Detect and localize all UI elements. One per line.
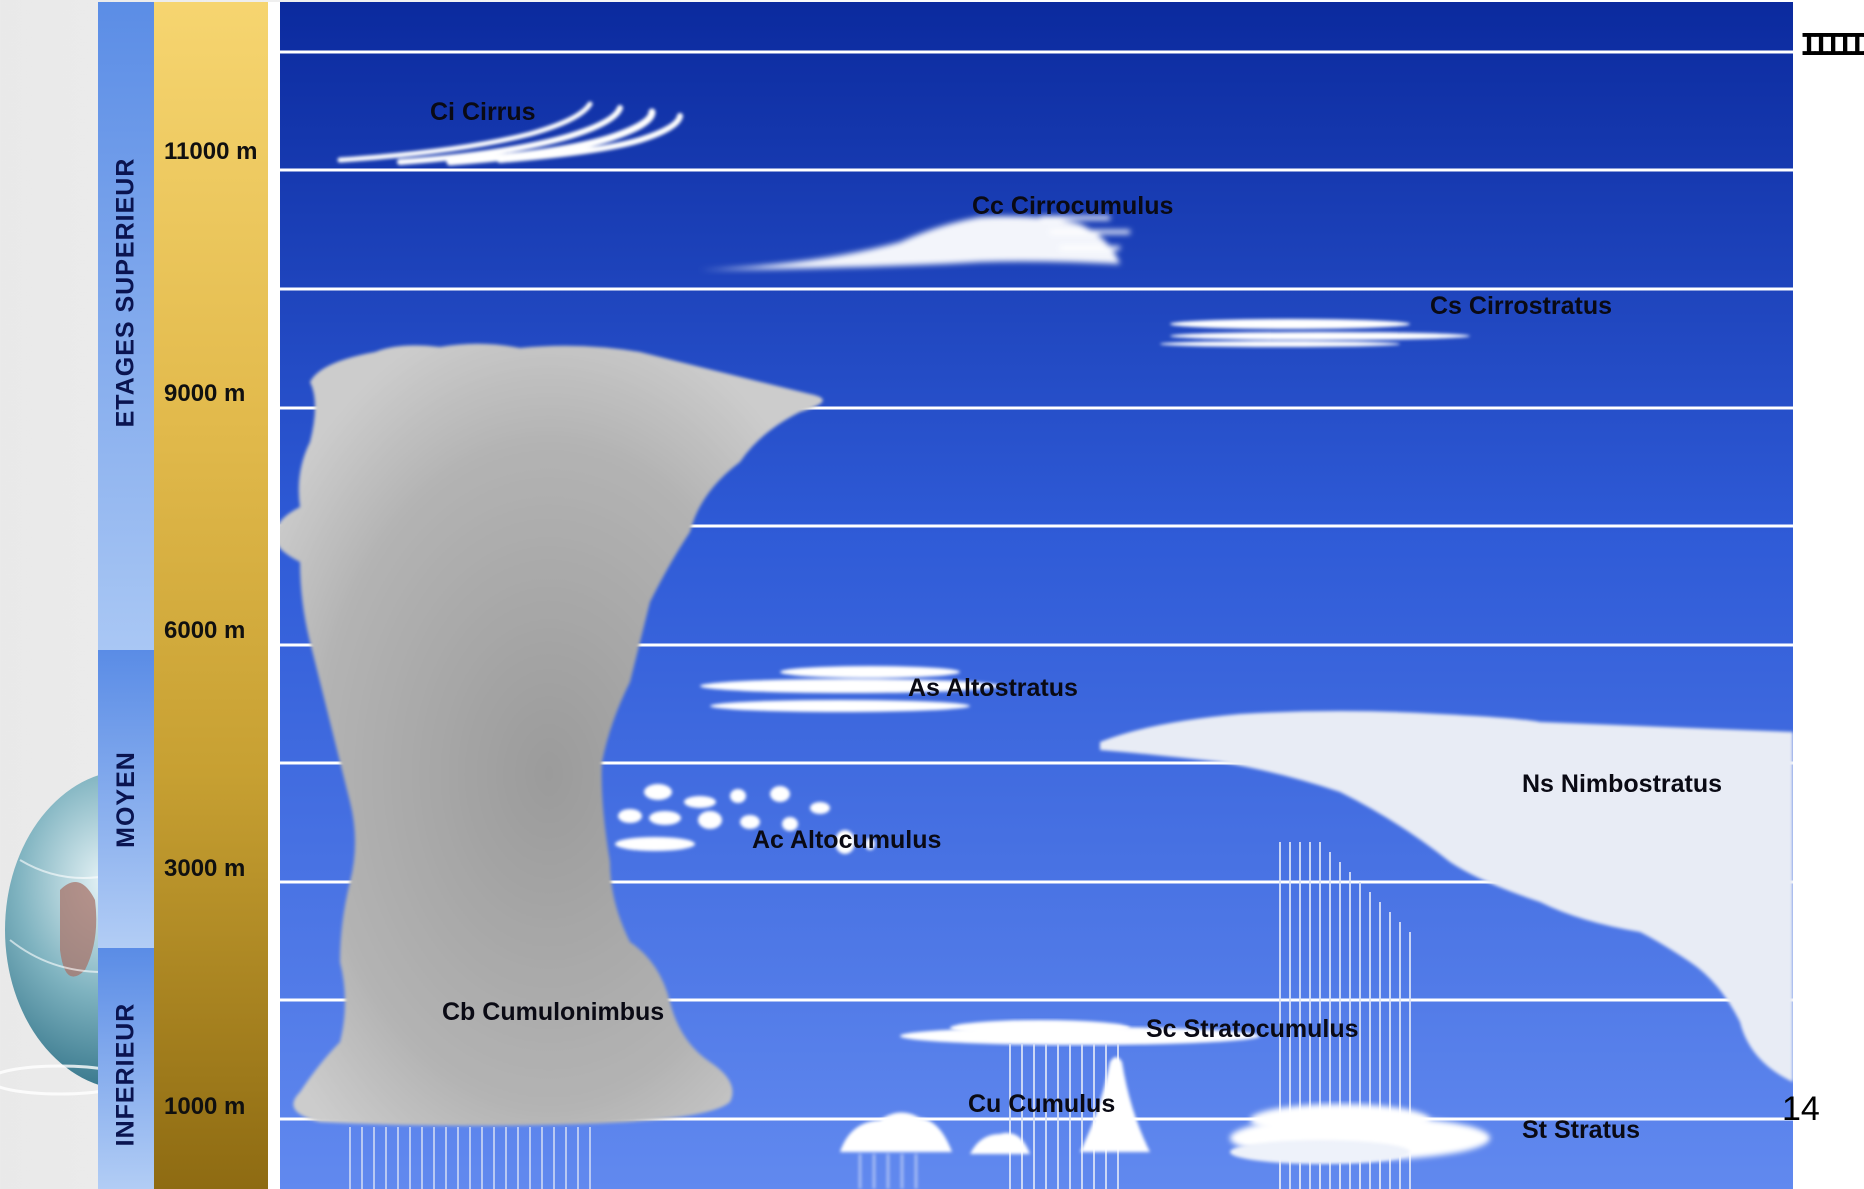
altitude-bar [154,2,268,1189]
label-cumulonimbus: Cb Cumulonimbus [442,998,665,1026]
sky-panel [280,2,1793,1189]
decor-ticks: IIIIII [1800,28,1864,63]
altocumulus-cloud [615,784,875,854]
altostratus-cloud [700,666,1000,712]
label-cirrocumulus: Cc Cirrocumulus [972,192,1174,220]
tier-bar-superieur [98,2,154,650]
label-cirrostratus: Cs Cirrostratus [1430,292,1612,320]
altitude-9000: 9000 m [164,380,246,407]
altitude-bar-divider [268,2,280,1189]
cumulonimbus-cloud [280,343,823,1126]
stratus-cloud [1230,1104,1490,1189]
altitude-3000: 3000 m [164,855,246,882]
label-stratus: St Stratus [1522,1116,1641,1144]
tier-label-superieur: ETAGES SUPERIEUR [111,157,140,427]
stratocumulus-cloud [900,1020,1260,1189]
page-number: 14 [1782,1090,1820,1128]
label-altocumulus: Ac Altocumulus [752,826,942,854]
tier-bar-moyen [98,650,154,948]
tier-label-moyen: MOYEN [111,750,140,848]
label-nimbostratus: Ns Nimbostratus [1522,770,1723,798]
altitude-11000: 11000 m [164,138,258,165]
label-cirrus: Ci Cirrus [430,98,536,126]
cirrus-cloud [337,101,683,166]
label-cumulus: Cu Cumulus [968,1090,1116,1118]
cirrocumulus-cloud [700,216,1130,270]
cumulus-cloud [840,1112,1030,1189]
cumulonimbus-rain [349,1127,591,1189]
cirrostratus-cloud [1160,319,1470,347]
tier-bar-inferieur [98,948,154,1189]
altitude-6000: 6000 m [164,617,246,644]
globe-icon [0,772,110,1096]
tier-label-inferieur: INFERIEUR [111,1002,140,1147]
label-altostratus: As Altostratus [908,674,1078,702]
label-stratocumulus: Sc Stratocumulus [1146,1015,1359,1043]
nimbostratus-cloud [1100,711,1793,1082]
altitude-1000: 1000 m [164,1093,246,1120]
